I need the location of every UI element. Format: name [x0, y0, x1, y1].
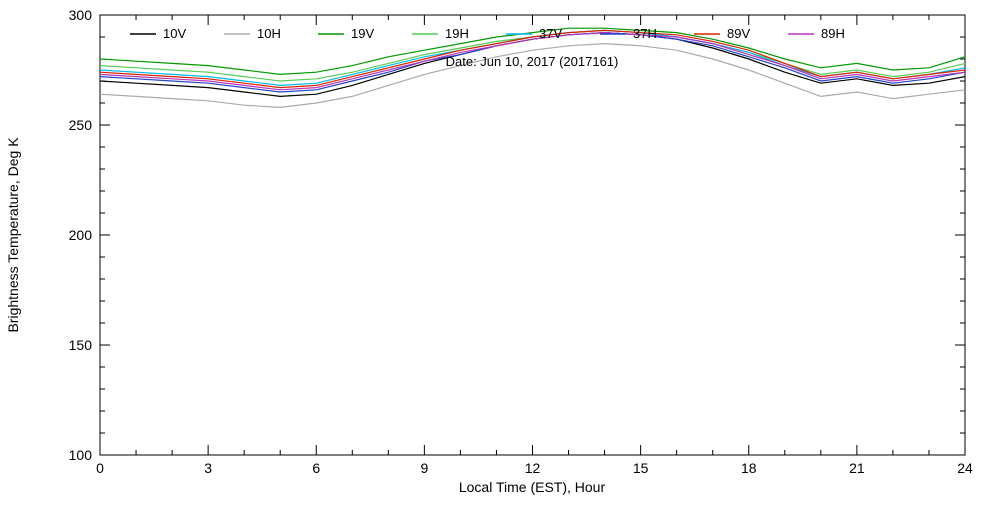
series-line-10H: [99, 42, 966, 109]
x-tick-label: 9: [420, 460, 428, 476]
legend-label-37V: 37V: [539, 26, 562, 41]
series-line-19V: [99, 27, 966, 76]
x-tick-label: 21: [849, 460, 865, 476]
y-tick-label: 250: [69, 117, 93, 133]
y-tick-label: 150: [69, 337, 93, 353]
x-axis-label: Local Time (EST), Hour: [459, 479, 606, 495]
x-tick-label: 18: [741, 460, 757, 476]
x-tick-label: 12: [525, 460, 541, 476]
x-tick-label: 6: [312, 460, 320, 476]
legend-label-10V: 10V: [163, 26, 186, 41]
legend-label-89V: 89V: [727, 26, 750, 41]
legend-label-19V: 19V: [351, 26, 374, 41]
x-tick-label: 15: [633, 460, 649, 476]
x-tick-label: 3: [204, 460, 212, 476]
x-tick-label: 24: [957, 460, 973, 476]
y-tick-label: 200: [69, 227, 93, 243]
series-lines: [99, 27, 966, 109]
date-annotation: Date: Jun 10, 2017 (2017161): [446, 54, 619, 69]
axis-ticks: 0 3 6 9 12 15 18 21 24 100 150 200 250 300: [69, 7, 973, 476]
legend-label-19H: 19H: [445, 26, 469, 41]
y-tick-label: 300: [69, 7, 93, 23]
legend-label-89H: 89H: [821, 26, 845, 41]
legend-label-10H: 10H: [257, 26, 281, 41]
y-tick-label: 100: [69, 447, 93, 463]
legend-label-37H: 37H: [633, 26, 657, 41]
y-axis-label: Brightness Temperature, Deg K: [5, 137, 21, 333]
chart-legend: 10V 10H 19V 19H 37V 37H 89V 89H: [130, 26, 845, 41]
x-tick-label: 0: [96, 460, 104, 476]
series-line-89H: [99, 31, 966, 91]
series-line-89V: [99, 29, 966, 89]
